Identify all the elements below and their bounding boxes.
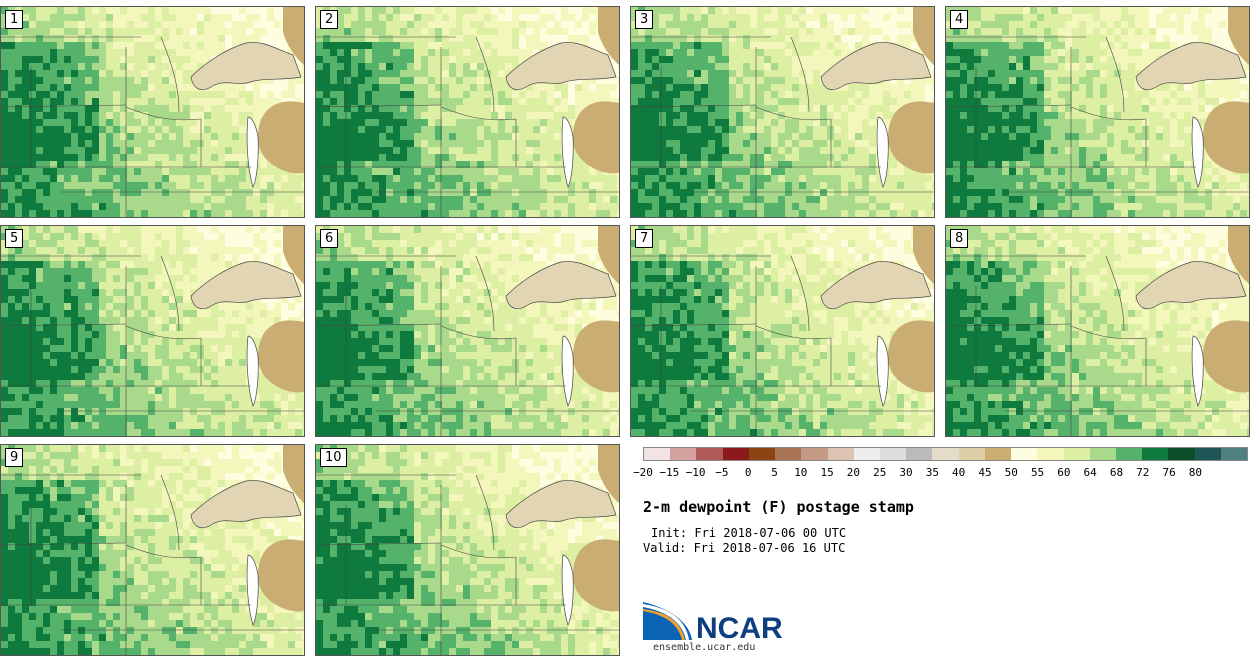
ensemble-member-map-4: 4 <box>945 6 1250 218</box>
colorbar-swatch <box>1194 448 1221 460</box>
dewpoint-field <box>631 7 934 217</box>
colorbar-swatch <box>932 448 959 460</box>
ensemble-member-map-6: 6 <box>315 225 620 437</box>
ncar-logo: NCAR <box>643 602 783 644</box>
colorbar-tick: 35 <box>925 466 939 479</box>
dewpoint-field <box>1 226 304 436</box>
colorbar-tick: 15 <box>820 466 834 479</box>
colorbar-tick: 5 <box>771 466 778 479</box>
colorbar-swatch <box>1063 448 1090 460</box>
dewpoint-field <box>316 445 619 655</box>
colorbar-swatch <box>1011 448 1038 460</box>
colorbar-tick: −15 <box>659 466 680 479</box>
colorbar-swatch <box>1037 448 1064 460</box>
dewpoint-field <box>316 7 619 217</box>
colorbar-swatch <box>958 448 985 460</box>
colorbar-tick: 45 <box>978 466 992 479</box>
colorbar-tick: 50 <box>1004 466 1018 479</box>
ensemble-member-map-9: 9 <box>0 444 305 656</box>
dewpoint-field <box>631 226 934 436</box>
member-label: 9 <box>5 448 24 467</box>
colorbar-tick: 10 <box>794 466 808 479</box>
dewpoint-field <box>316 226 619 436</box>
colorbar-swatch <box>1089 448 1116 460</box>
member-label: 6 <box>320 229 339 248</box>
colorbar-tick: −10 <box>685 466 706 479</box>
colorbar-swatch <box>696 448 723 460</box>
colorbar-swatch <box>906 448 933 460</box>
colorbar-tick: 80 <box>1188 466 1203 479</box>
member-label: 8 <box>950 229 969 248</box>
valid-time: Valid: Fri 2018-07-06 16 UTC <box>643 541 846 555</box>
member-label: 1 <box>5 10 24 29</box>
colorbar-tick: 55 <box>1030 466 1045 479</box>
colorbar-tick-labels: −20 −15 −10 −5 0 5 10 15 20 25 30 35 40 45 50 55 60 64 68 7… <box>633 466 1253 480</box>
colorbar-tick: 25 <box>873 466 887 479</box>
colorbar-tick: 76 <box>1162 466 1176 479</box>
colorbar-swatch <box>1142 448 1169 460</box>
colorbar-tick: 40 <box>952 466 966 479</box>
ensemble-member-map-10: 10 <box>315 444 620 656</box>
init-time: Init: Fri 2018-07-06 00 UTC <box>651 526 847 540</box>
member-label: 3 <box>635 10 654 29</box>
dewpoint-colorbar <box>643 447 1248 461</box>
colorbar-tick: 72 <box>1136 466 1150 479</box>
colorbar-tick: 68 <box>1109 466 1124 479</box>
colorbar-swatch <box>1220 448 1248 460</box>
ensemble-member-map-3: 3 <box>630 6 935 218</box>
colorbar-swatch <box>775 448 802 460</box>
ensemble-member-map-5: 5 <box>0 225 305 437</box>
ensemble-member-map-2: 2 <box>315 6 620 218</box>
member-label: 7 <box>635 229 654 248</box>
figure-title: 2-m dewpoint (F) postage stamp <box>643 498 914 516</box>
colorbar-tick: 60 <box>1057 466 1071 479</box>
colorbar-swatch <box>827 448 854 460</box>
colorbar-tick: 64 <box>1083 466 1097 479</box>
colorbar-swatch <box>853 448 880 460</box>
site-url: ensemble.ucar.edu <box>653 642 756 653</box>
colorbar-swatch <box>644 448 671 460</box>
member-label: 5 <box>5 229 24 248</box>
colorbar-tick: −20 <box>633 466 653 479</box>
member-label: 4 <box>950 10 969 29</box>
colorbar-swatch <box>722 448 749 460</box>
colorbar-swatch <box>879 448 907 460</box>
colorbar-swatch <box>748 448 776 460</box>
colorbar-swatch <box>1115 448 1143 460</box>
dewpoint-field <box>946 226 1249 436</box>
colorbar-tick: −5 <box>715 466 729 479</box>
colorbar-tick: 20 <box>846 466 861 479</box>
ensemble-member-map-7: 7 <box>630 225 935 437</box>
colorbar-swatch <box>801 448 828 460</box>
dewpoint-field <box>1 445 304 655</box>
ensemble-member-map-8: 8 <box>945 225 1250 437</box>
member-label: 2 <box>320 10 339 29</box>
dewpoint-field <box>1 7 304 217</box>
member-label: 10 <box>320 448 347 467</box>
colorbar-swatch <box>1168 448 1195 460</box>
colorbar-swatch <box>984 448 1012 460</box>
dewpoint-field <box>946 7 1249 217</box>
colorbar-tick: 30 <box>899 466 913 479</box>
colorbar-tick: 0 <box>744 466 752 479</box>
ensemble-member-map-1: 1 <box>0 6 305 218</box>
colorbar-swatch <box>670 448 697 460</box>
